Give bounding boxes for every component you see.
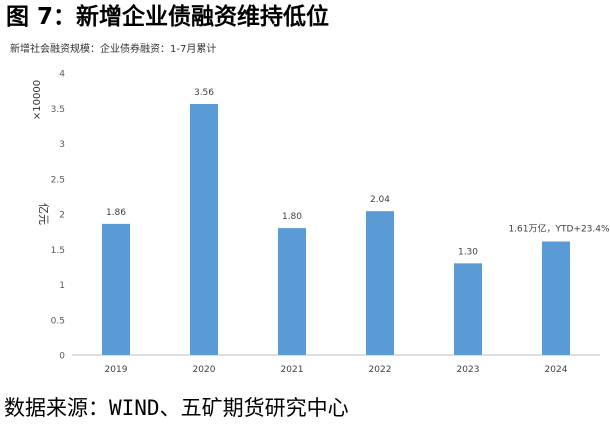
y-tick-label: 4 xyxy=(59,70,65,80)
x-tick-label-2021: 2021 xyxy=(281,365,304,375)
data-label-2023: 1.30 xyxy=(458,247,478,257)
y-tick-label: 2.5 xyxy=(51,175,65,185)
x-tick-label-2024: 2024 xyxy=(545,365,568,375)
y-tick-label: 2 xyxy=(59,211,65,221)
data-label-2021: 1.80 xyxy=(282,212,302,222)
data-label-2019: 1.86 xyxy=(106,208,126,218)
x-axis-tick-labels: 2019 2020 2021 2022 2023 2024 xyxy=(105,365,568,375)
x-tick-label-2020: 2020 xyxy=(193,365,216,375)
bars-group xyxy=(102,104,570,356)
chart-title: 图 7：新增企业债融资维持低位 xyxy=(6,4,330,30)
x-tick-label-2023: 2023 xyxy=(457,365,480,375)
source-note: 数据来源：WIND、五矿期货研究中心 xyxy=(4,396,349,420)
data-labels-group: 1.86 3.56 1.80 2.04 1.30 1.61万亿，YTD+23.4% xyxy=(106,88,610,257)
data-label-2020: 3.56 xyxy=(194,88,214,98)
bar-2023 xyxy=(454,263,482,355)
x-tick-label-2022: 2022 xyxy=(369,365,392,375)
bar-2024 xyxy=(542,241,570,355)
bar-2020 xyxy=(190,104,218,356)
y-axis-tick-labels: 0 0.5 1 1.5 2 2.5 3 3.5 4 xyxy=(51,70,66,362)
y-axis-label: 亿元 xyxy=(37,203,50,225)
y-tick-label: 0 xyxy=(59,352,65,362)
y-axis-scale-label: ×10000 xyxy=(32,80,43,120)
y-tick-label: 0.5 xyxy=(51,316,65,326)
bar-2021 xyxy=(278,228,306,355)
x-tick-label-2019: 2019 xyxy=(105,365,128,375)
bar-2019 xyxy=(102,223,130,355)
bar-chart: 0 0.5 1 1.5 2 2.5 3 3.5 4 ×10000 亿元 1.86 3.56 1.80… xyxy=(32,70,610,376)
chart-subtitle: 新增社会融资规模：企业债券融资：1-7月累计 xyxy=(10,44,217,55)
bar-2022 xyxy=(366,211,394,355)
data-label-2024: 1.61万亿，YTD+23.4% xyxy=(508,222,610,234)
y-tick-label: 1 xyxy=(59,281,65,291)
data-label-2022: 2.04 xyxy=(370,195,390,205)
y-tick-label: 3.5 xyxy=(51,105,65,115)
y-tick-label: 3 xyxy=(59,140,65,150)
y-tick-label: 1.5 xyxy=(51,246,65,256)
